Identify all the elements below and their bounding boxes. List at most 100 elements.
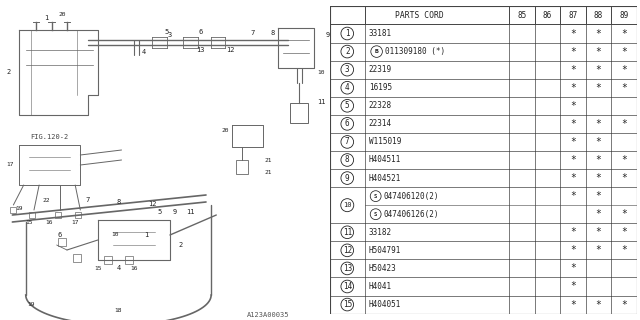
Text: 2: 2 [178, 242, 182, 248]
Text: 011309180 (*): 011309180 (*) [385, 47, 445, 56]
Text: 11: 11 [186, 209, 195, 215]
Text: 88: 88 [594, 11, 603, 20]
Text: H4041: H4041 [369, 282, 392, 291]
Text: 5: 5 [164, 29, 169, 35]
Text: 9: 9 [173, 209, 177, 215]
Text: 2: 2 [345, 47, 349, 56]
Text: *: * [570, 137, 576, 147]
Text: 4: 4 [116, 265, 120, 271]
Text: H404511: H404511 [369, 156, 401, 164]
Text: *: * [570, 119, 576, 129]
Text: 10: 10 [317, 69, 325, 75]
Text: 17: 17 [6, 163, 14, 167]
Bar [125, 256, 133, 264]
Bar [236, 160, 248, 174]
Text: *: * [570, 227, 576, 237]
Text: *: * [570, 245, 576, 255]
Text: 047406120(2): 047406120(2) [383, 192, 439, 201]
Text: H504791: H504791 [369, 246, 401, 255]
Text: *: * [596, 47, 602, 57]
Text: 18: 18 [115, 308, 122, 313]
Text: *: * [621, 227, 627, 237]
Text: 11: 11 [317, 99, 326, 105]
Text: A123A00035: A123A00035 [246, 312, 289, 318]
Text: *: * [570, 300, 576, 309]
Text: 1: 1 [44, 15, 49, 21]
Text: H404521: H404521 [369, 173, 401, 183]
Text: 22328: 22328 [369, 101, 392, 110]
Text: W115019: W115019 [369, 137, 401, 147]
Text: 3: 3 [168, 32, 172, 38]
Text: 16: 16 [45, 220, 53, 226]
Text: *: * [570, 28, 576, 38]
Text: 15: 15 [25, 220, 33, 226]
Text: *: * [621, 245, 627, 255]
Text: 89: 89 [620, 11, 628, 20]
Bar [54, 212, 61, 218]
Text: 5: 5 [345, 101, 349, 110]
Text: 21: 21 [264, 171, 271, 175]
Bar [10, 207, 17, 213]
Text: FIG.120-2: FIG.120-2 [30, 134, 68, 140]
Text: 33181: 33181 [369, 29, 392, 38]
Text: 6: 6 [58, 232, 62, 238]
Text: *: * [621, 28, 627, 38]
Text: *: * [621, 119, 627, 129]
Text: 6: 6 [199, 29, 203, 35]
Text: *: * [596, 137, 602, 147]
Text: 12: 12 [148, 201, 157, 207]
Text: 13: 13 [342, 264, 352, 273]
Bar [75, 212, 81, 218]
Text: *: * [570, 65, 576, 75]
Text: *: * [596, 83, 602, 93]
Text: *: * [570, 191, 576, 201]
Text: 4: 4 [142, 49, 147, 55]
Bar [73, 254, 81, 262]
Text: 17: 17 [72, 220, 79, 226]
Text: 4: 4 [345, 83, 349, 92]
Text: 20: 20 [58, 12, 65, 18]
Text: 1: 1 [345, 29, 349, 38]
Bar [58, 238, 66, 246]
Text: *: * [621, 155, 627, 165]
Text: 8: 8 [116, 199, 120, 205]
Text: H50423: H50423 [369, 264, 397, 273]
Text: PARTS CORD: PARTS CORD [395, 11, 444, 20]
Text: 7: 7 [250, 30, 255, 36]
Text: 16: 16 [130, 266, 138, 270]
Text: *: * [596, 300, 602, 309]
Text: *: * [621, 83, 627, 93]
Text: 22319: 22319 [369, 65, 392, 74]
Text: 21: 21 [264, 157, 271, 163]
Text: 7: 7 [345, 137, 349, 147]
Text: 86: 86 [543, 11, 552, 20]
Text: 7: 7 [85, 197, 90, 203]
Text: *: * [570, 47, 576, 57]
Text: 12: 12 [227, 47, 235, 53]
Text: *: * [596, 119, 602, 129]
Text: *: * [596, 245, 602, 255]
Text: B: B [375, 49, 378, 54]
Text: 15: 15 [342, 300, 352, 309]
Text: *: * [570, 263, 576, 273]
Text: *: * [621, 209, 627, 219]
Text: S: S [374, 212, 378, 217]
Text: 9: 9 [325, 32, 330, 38]
Text: *: * [621, 47, 627, 57]
Text: 12: 12 [342, 246, 352, 255]
Text: 11: 11 [342, 228, 352, 237]
Text: H404051: H404051 [369, 300, 401, 309]
Text: *: * [596, 191, 602, 201]
Text: 19: 19 [27, 302, 35, 308]
Text: 10: 10 [343, 202, 351, 208]
Text: 5: 5 [157, 209, 162, 215]
Text: 85: 85 [517, 11, 527, 20]
Text: *: * [570, 282, 576, 292]
Text: *: * [596, 65, 602, 75]
Text: 3: 3 [345, 65, 349, 74]
Text: 10: 10 [111, 233, 119, 237]
Text: *: * [621, 173, 627, 183]
Text: *: * [596, 155, 602, 165]
Text: 87: 87 [568, 11, 578, 20]
Text: 15: 15 [94, 266, 102, 270]
